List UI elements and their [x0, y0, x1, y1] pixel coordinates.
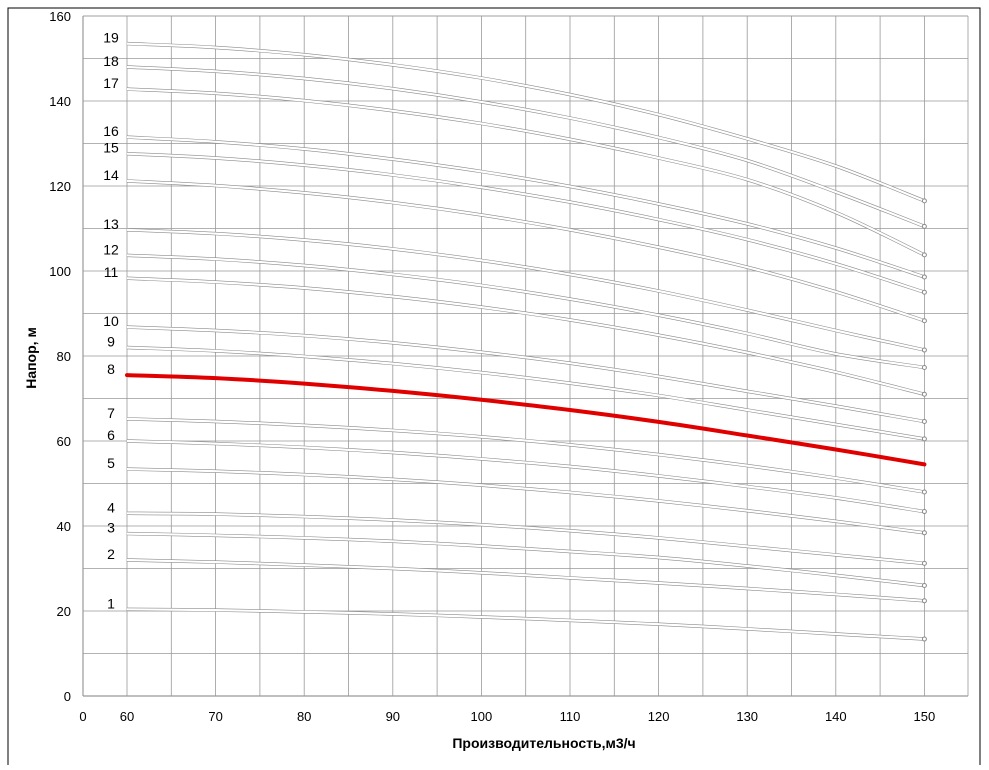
- curve-17-endpoint: [921, 252, 927, 258]
- curve-label-10: 10: [103, 313, 119, 329]
- y-tick-label: 100: [49, 264, 71, 279]
- curve-label-12: 12: [103, 241, 119, 257]
- curve-12: [126, 254, 925, 369]
- x-tick-label: 110: [560, 709, 581, 724]
- curve-label-4: 4: [107, 499, 115, 515]
- curve-13-endpoint: [921, 347, 927, 353]
- curve-label-8: 8: [107, 361, 115, 377]
- curve-6-endpoint: [921, 509, 927, 515]
- curve-label-7: 7: [107, 405, 115, 421]
- y-tick-label: 20: [57, 604, 71, 619]
- curve-14: [126, 179, 925, 322]
- y-axis-title: Напор, м: [23, 327, 39, 389]
- x-tick-label: 130: [736, 709, 758, 724]
- curve-11-endpoint: [921, 391, 927, 397]
- y-tick-label: 120: [49, 179, 71, 194]
- grid: [82, 15, 969, 697]
- curve-13: [126, 228, 925, 352]
- curve-2: [126, 558, 925, 602]
- curve-9: [126, 346, 925, 440]
- curve-label-6: 6: [107, 427, 115, 443]
- x-tick-label: 120: [648, 709, 670, 724]
- curve-2-endpoint: [921, 598, 927, 604]
- curve-18-endpoint: [921, 223, 927, 229]
- x-tick-label: 90: [386, 709, 400, 724]
- curve-15: [126, 152, 925, 294]
- curve-19-endpoint: [921, 198, 927, 204]
- curve-1: [126, 608, 925, 641]
- curve-label-13: 13: [103, 216, 119, 232]
- curve-1-endpoint: [921, 636, 927, 642]
- curve-18: [126, 65, 925, 228]
- curve-4: [126, 512, 925, 565]
- y-tick-label: 160: [49, 9, 71, 24]
- x-tick-label: 60: [120, 709, 134, 724]
- curve-16: [126, 136, 925, 279]
- outer-frame: [7, 7, 981, 769]
- y-tick-label: 60: [57, 434, 71, 449]
- x-axis-title: Производительность,м3/ч: [452, 735, 635, 751]
- x-tick-label: 100: [471, 709, 493, 724]
- curve-7-endpoint: [921, 489, 927, 495]
- x-tick-label: 70: [208, 709, 222, 724]
- y-tick-label: 40: [57, 519, 71, 534]
- curve-5: [126, 468, 925, 534]
- y-tick-label: 80: [57, 349, 71, 364]
- curve-3-endpoint: [921, 583, 927, 588]
- curve-label-14: 14: [103, 167, 119, 183]
- curve-label-17: 17: [103, 75, 119, 91]
- curve-11: [126, 277, 925, 396]
- x-tick-label: 80: [297, 709, 311, 724]
- curve-label-18: 18: [103, 53, 119, 69]
- y-tick-label: 140: [49, 94, 71, 109]
- curve-19: [126, 42, 925, 202]
- curves: [125, 41, 927, 642]
- curve-7: [126, 417, 925, 494]
- curve-9-endpoint: [921, 436, 927, 442]
- curve-3: [126, 532, 925, 587]
- curve-10: [126, 326, 925, 423]
- x-tick-label: 0: [79, 709, 86, 724]
- curve-label-11: 11: [104, 264, 119, 280]
- curve-12-endpoint: [921, 364, 927, 370]
- curve-16-endpoint: [921, 274, 927, 280]
- curve-label-9: 9: [107, 334, 115, 350]
- y-tick-label: 0: [64, 689, 71, 704]
- curve-5-endpoint: [921, 530, 927, 536]
- x-tick-label: 150: [914, 709, 936, 724]
- curve-label-5: 5: [107, 455, 115, 471]
- curve-8-highlighted: [125, 373, 927, 467]
- curve-6: [126, 439, 925, 513]
- x-tick-label: 140: [825, 709, 847, 724]
- curve-label-19: 19: [103, 30, 119, 46]
- curve-17: [126, 88, 925, 256]
- curve-10-endpoint: [921, 418, 927, 424]
- curve-label-1: 1: [107, 595, 115, 611]
- curve-14-endpoint: [921, 318, 927, 324]
- curve-4-endpoint: [921, 560, 927, 566]
- curve-label-2: 2: [107, 546, 115, 562]
- curve-label-3: 3: [107, 520, 115, 536]
- curve-label-16: 16: [103, 123, 119, 139]
- curve-15-endpoint: [921, 289, 927, 295]
- curve-label-15: 15: [103, 140, 119, 156]
